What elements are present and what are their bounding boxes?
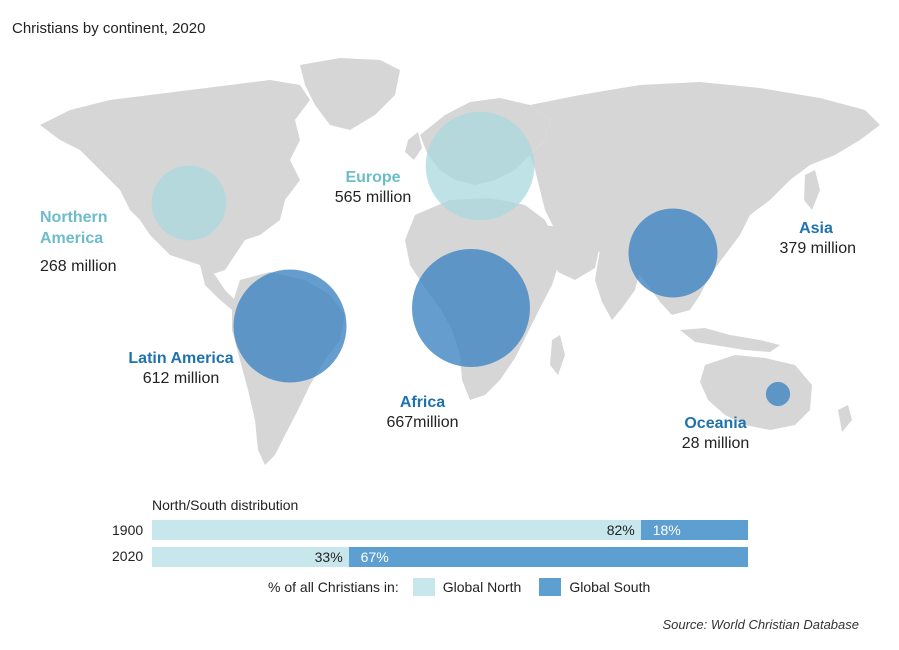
- bubble-africa: [412, 249, 530, 367]
- row-year-1900: 1900: [112, 522, 144, 538]
- landmass-arabia: [545, 225, 600, 280]
- landmass-new-zealand: [838, 405, 852, 432]
- bar-segment-global-south: 67%: [348, 547, 748, 567]
- landmass-uk: [405, 132, 422, 160]
- landmass-australia: [700, 355, 812, 430]
- bubble-oceania: [765, 381, 791, 407]
- region-name: Europe: [345, 169, 401, 186]
- bubble-latin-america: [233, 269, 347, 383]
- landmass-japan: [804, 170, 820, 210]
- landmass-madagascar: [550, 335, 565, 375]
- region-value: 28 million: [681, 435, 750, 452]
- legend-label-global-north: Global North: [442, 579, 522, 595]
- region-label-asia: Asia 379 million: [766, 219, 856, 259]
- legend-prefix: % of all Christians in:: [268, 579, 399, 595]
- row-year-2020: 2020: [112, 548, 144, 564]
- region-value: 565 million: [334, 189, 412, 206]
- region-name: Latin America: [128, 350, 234, 367]
- region-label-latin-america: Latin America 612 million: [122, 349, 240, 389]
- bubble-group: [151, 111, 791, 407]
- region-value: 667million: [386, 414, 459, 431]
- legend-label-global-south: Global South: [569, 579, 651, 595]
- region-value: 612 million: [142, 370, 220, 387]
- legend-swatch-global-north: [412, 578, 435, 596]
- landmass-india: [595, 250, 640, 320]
- landmass-indonesia: [680, 328, 780, 352]
- region-name: Africa: [399, 394, 446, 411]
- bar-segment-global-north: 82%: [152, 520, 641, 540]
- bar-value-label: 33%: [314, 549, 343, 565]
- region-label-africa: Africa 667million: [375, 393, 470, 433]
- region-name: Asia: [799, 220, 833, 237]
- region-name: Northern America: [40, 209, 108, 247]
- legend: % of all Christians in: Global North Glo…: [268, 578, 650, 596]
- chart-title: Christians by continent, 2020: [12, 20, 206, 37]
- bar-segment-global-south: 18%: [640, 520, 748, 540]
- distribution-bar-2020: 33% 67%: [152, 547, 748, 567]
- bar-value-label: 67%: [360, 549, 389, 565]
- bubble-asia: [628, 208, 718, 298]
- region-name: Oceania: [684, 415, 747, 432]
- world-map: [40, 58, 880, 465]
- landmass-greenland: [300, 58, 400, 130]
- region-label-oceania: Oceania 28 million: [668, 414, 763, 454]
- distribution-bar-1900: 82% 18%: [152, 520, 748, 540]
- region-label-northern-america: Northern America 268 million: [40, 207, 130, 277]
- bar-value-label: 18%: [652, 522, 681, 538]
- bubble-northern-america: [151, 165, 227, 241]
- region-value: 379 million: [779, 240, 856, 257]
- bar-value-label: 82%: [606, 522, 635, 538]
- bar-segment-global-north: 33%: [152, 547, 349, 567]
- bubble-europe: [425, 111, 535, 221]
- legend-swatch-global-south: [539, 578, 562, 596]
- region-label-europe: Europe 565 million: [328, 168, 418, 208]
- distribution-title: North/South distribution: [152, 497, 299, 513]
- region-value: 268 million: [40, 258, 117, 275]
- source-note: Source: World Christian Database: [662, 617, 859, 632]
